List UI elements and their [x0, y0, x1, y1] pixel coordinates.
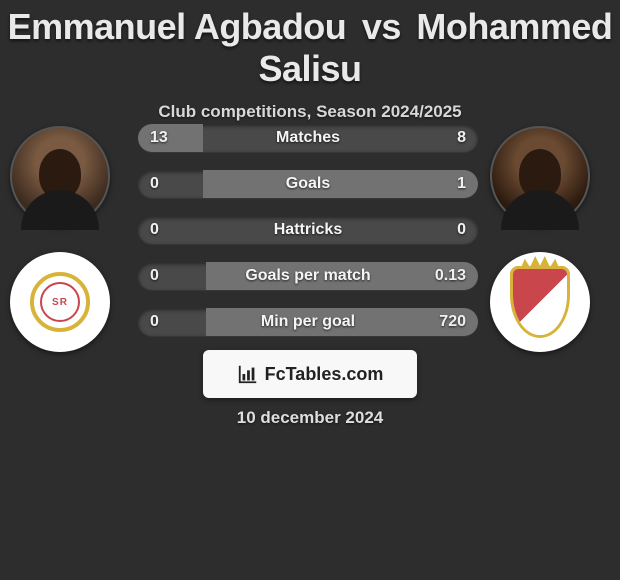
stat-value-right: 0.13: [435, 267, 466, 285]
chart-icon: [237, 363, 259, 385]
stat-value-left: 0: [150, 221, 159, 239]
stat-label: Matches: [276, 129, 340, 147]
date-text: 10 december 2024: [0, 408, 620, 428]
stat-bars: 13 8 Matches 0 1 Goals 0 0 Hattricks 0 0.13 Goals p…: [138, 124, 478, 336]
team1-initials: SR: [52, 297, 68, 308]
subtitle: Club competitions, Season 2024/2025: [0, 102, 620, 122]
stat-label: Min per goal: [261, 313, 355, 331]
stat-value-right: 0: [457, 221, 466, 239]
stat-label: Hattricks: [274, 221, 342, 239]
stat-bar: 0 1 Goals: [138, 170, 478, 198]
stat-bar: 0 0.13 Goals per match: [138, 262, 478, 290]
player2-portrait: [490, 126, 590, 226]
player1-portrait: [10, 126, 110, 226]
stat-label: Goals: [286, 175, 330, 193]
stat-value-right: 8: [457, 129, 466, 147]
stat-label: Goals per match: [245, 267, 370, 285]
stat-value-left: 0: [150, 313, 159, 331]
stat-value-right: 720: [439, 313, 466, 331]
stat-bar: 13 8 Matches: [138, 124, 478, 152]
source-text: FcTables.com: [265, 364, 384, 385]
source-badge: FcTables.com: [203, 350, 417, 398]
team1-crest: SR: [10, 252, 110, 352]
stat-bar: 0 720 Min per goal: [138, 308, 478, 336]
team2-crest: [490, 252, 590, 352]
vs-text: vs: [362, 6, 401, 47]
stat-value-right: 1: [457, 175, 466, 193]
stat-value-left: 0: [150, 267, 159, 285]
comparison-title: Emmanuel Agbadou vs Mohammed Salisu: [0, 0, 620, 90]
stat-value-left: 13: [150, 129, 168, 147]
player1-name: Emmanuel Agbadou: [8, 6, 347, 47]
stat-bar: 0 0 Hattricks: [138, 216, 478, 244]
stat-value-left: 0: [150, 175, 159, 193]
